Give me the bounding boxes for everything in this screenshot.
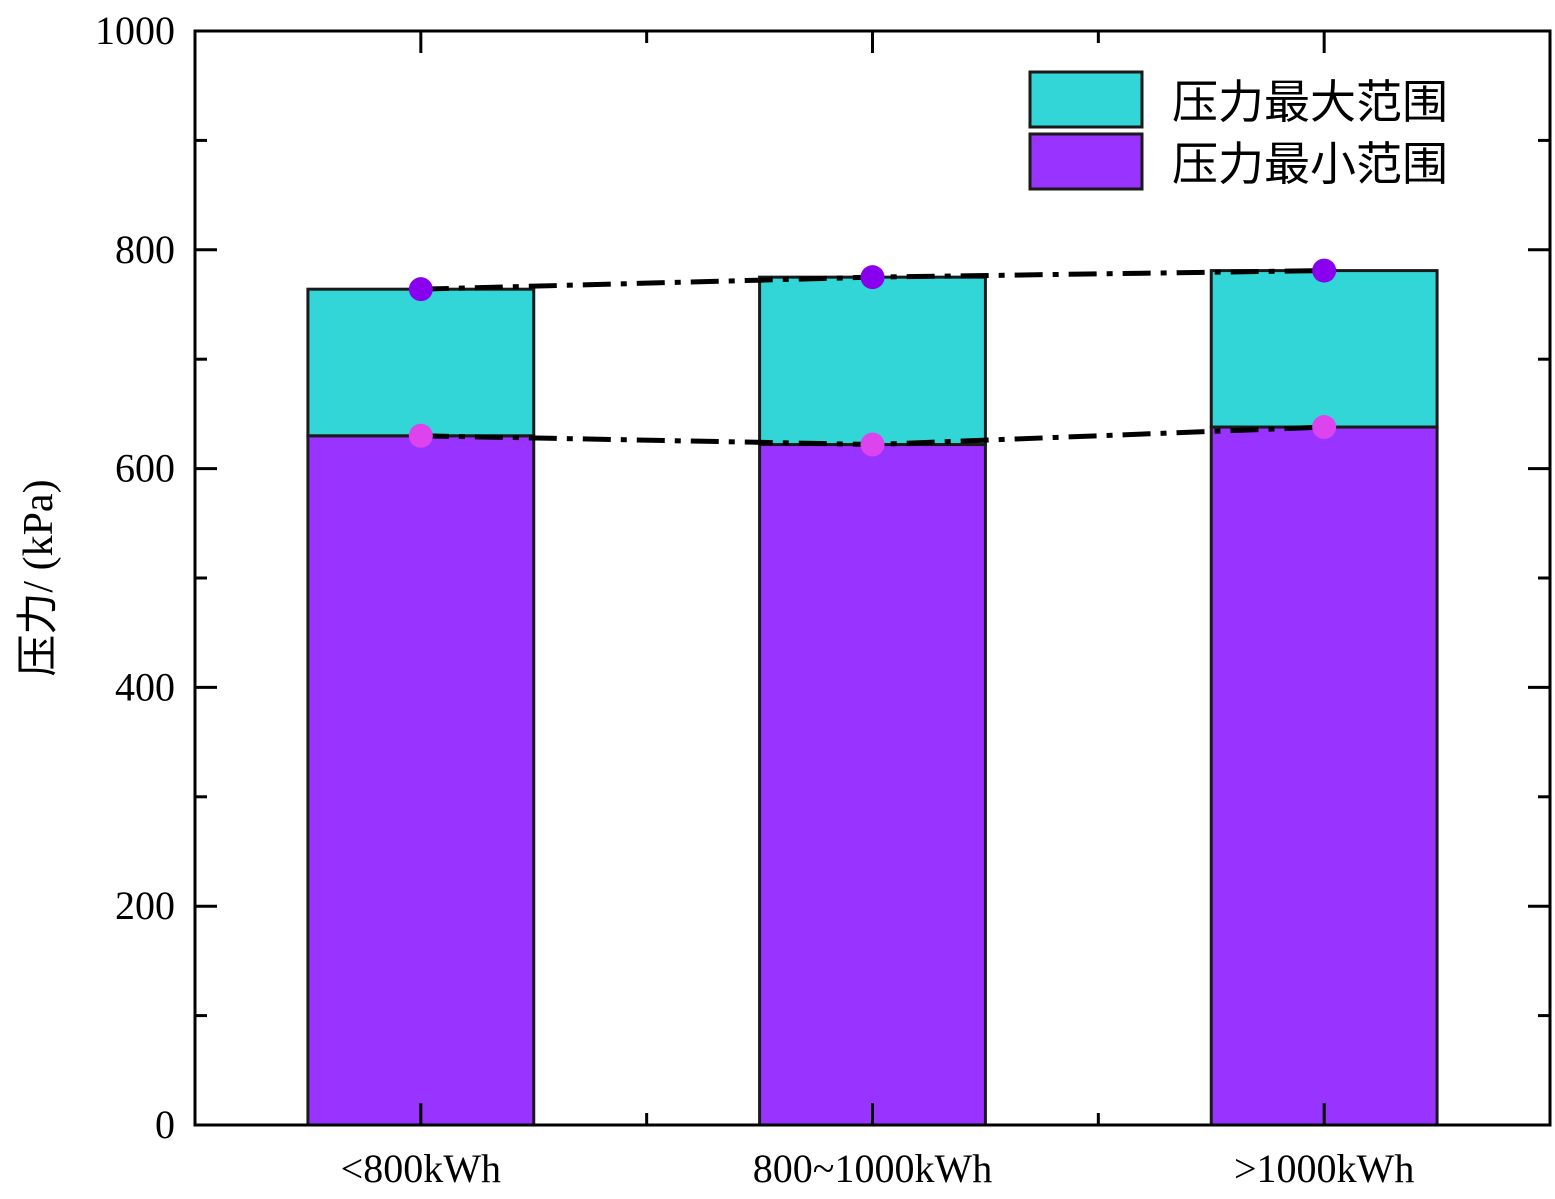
x-tick-label: <800kWh [341, 1146, 501, 1191]
bar-min-1 [758, 443, 987, 1127]
points-layer [408, 258, 1337, 457]
min-point-2 [1312, 415, 1337, 440]
legend-label-min: 压力最小范围 [1172, 137, 1448, 191]
legend-swatch-min [1028, 132, 1144, 191]
y-tick-labels: 0 200 400 600 800 1000 [95, 8, 175, 1147]
ticks-layer [195, 29, 1550, 1127]
x-tick-label: >1000kWh [1234, 1146, 1414, 1191]
legend-swatch-max [1028, 70, 1144, 129]
y-tick-label: 200 [115, 883, 175, 928]
y-tick-label: 400 [115, 664, 175, 709]
legend: 压力最大范围 压力最小范围 [1028, 70, 1448, 191]
min-point-1 [860, 432, 885, 457]
y-tick-label: 800 [115, 227, 175, 272]
x-tick-label: 800~1000kWh [753, 1146, 992, 1191]
y-tick-label: 1000 [95, 8, 175, 53]
y-tick-label: 600 [115, 446, 175, 491]
x-tick-labels: <800kWh 800~1000kWh >1000kWh [341, 1146, 1415, 1191]
y-axis-title: 压力/ (kPa) [16, 479, 62, 676]
bar-min-2 [1209, 425, 1439, 1127]
bars-layer [306, 269, 1439, 1127]
max-point-1 [860, 265, 885, 290]
y-tick-label: 0 [155, 1102, 175, 1147]
max-point-0 [408, 277, 433, 302]
bar-max-2 [1209, 269, 1439, 429]
min-point-0 [408, 423, 433, 448]
max-point-2 [1312, 258, 1337, 283]
bar-max-1 [758, 275, 987, 447]
bar-min-0 [306, 434, 536, 1127]
legend-label-max: 压力最大范围 [1172, 75, 1448, 129]
bar-max-0 [306, 287, 536, 438]
